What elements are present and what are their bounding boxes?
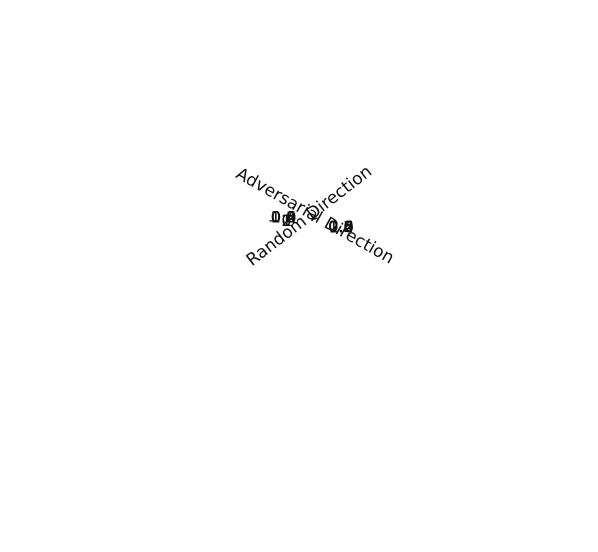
y-tick-label: 0.8 xyxy=(328,217,353,236)
z-tick-label: 0 xyxy=(281,211,291,230)
x-tick-label: 1.0 xyxy=(271,208,296,227)
axis-lines xyxy=(310,217,318,222)
z-tick-label: −1 xyxy=(268,211,292,230)
y-tick-label: 0.4 xyxy=(328,217,353,236)
tick-labels: 0.00.20.40.60.81.0 0.00.20.40.60.81.0−101… xyxy=(268,207,354,236)
x-tick-label: 0.6 xyxy=(271,208,296,227)
z-tick-label: 2 xyxy=(281,211,291,230)
y-tick-label: 0.0 xyxy=(328,217,353,236)
y-tick-label: 0.2 xyxy=(328,217,353,236)
z-tick-label: 1 xyxy=(281,211,291,230)
x-tick-label: 0.8 xyxy=(271,208,296,227)
y-tick-label: 0.6 xyxy=(328,217,353,236)
x-tick-label: 0.4 xyxy=(271,207,296,226)
z-tick-mark xyxy=(311,217,318,221)
y-tick-label: 1.0 xyxy=(329,217,354,236)
x-tick-label: 0.0 xyxy=(271,207,296,226)
x-tick-label: 0.2 xyxy=(271,207,296,226)
